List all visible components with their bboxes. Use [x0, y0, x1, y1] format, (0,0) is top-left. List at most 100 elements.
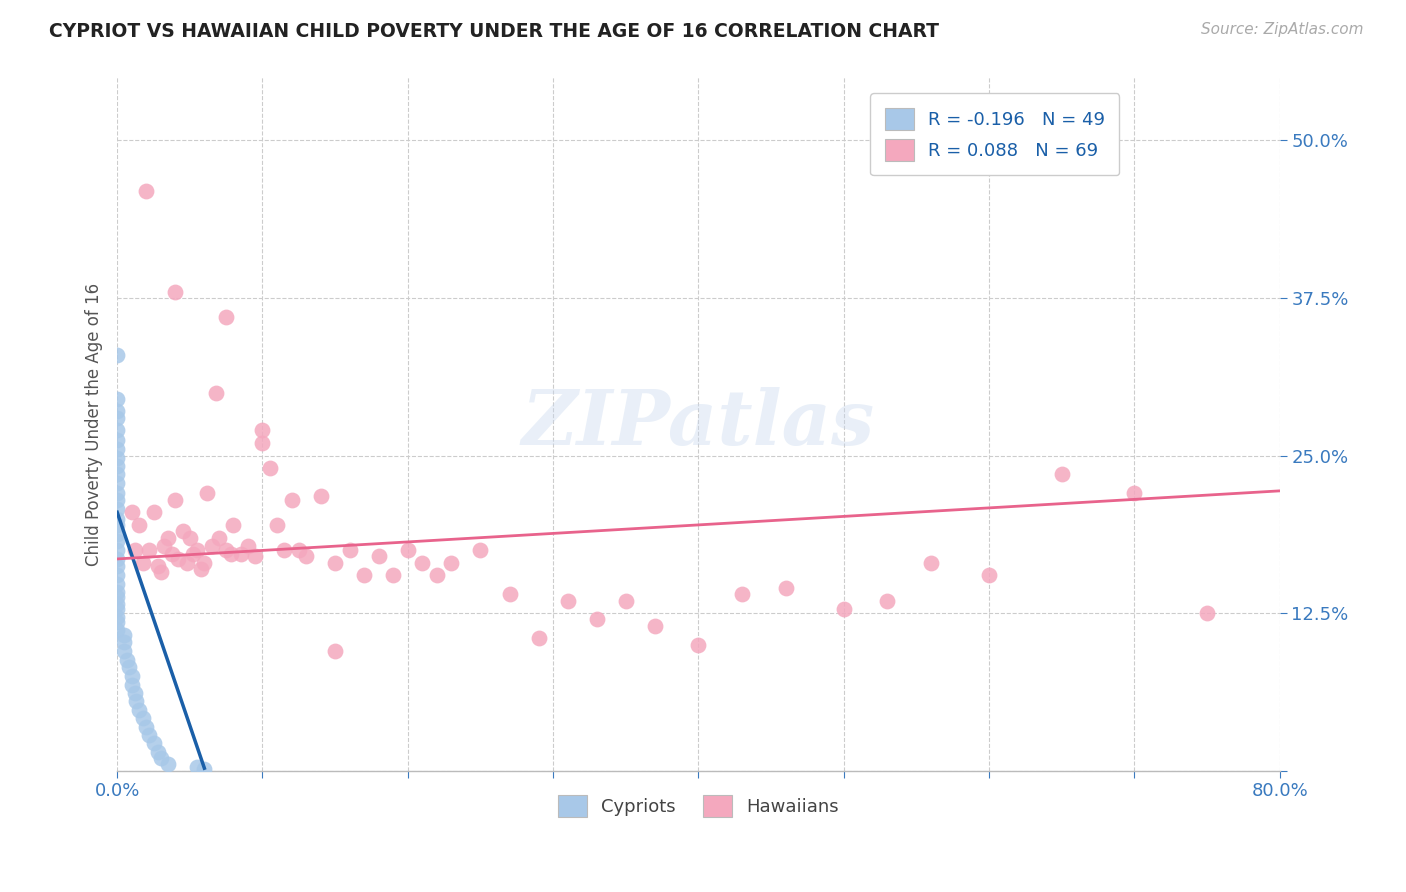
Point	[426, 568, 449, 582]
Text: ZIPatlas: ZIPatlas	[522, 387, 875, 461]
Point	[176, 556, 198, 570]
Point	[205, 385, 228, 400]
Point	[105, 492, 128, 507]
Point	[142, 505, 165, 519]
Point	[1195, 606, 1218, 620]
Point	[105, 610, 128, 624]
Point	[105, 584, 128, 599]
Point	[105, 486, 128, 500]
Point	[125, 694, 148, 708]
Point	[557, 593, 579, 607]
Point	[208, 531, 231, 545]
Point	[105, 348, 128, 362]
Point	[105, 458, 128, 473]
Point	[219, 547, 242, 561]
Point	[245, 549, 267, 564]
Point	[146, 559, 169, 574]
Point	[644, 619, 666, 633]
Point	[121, 505, 143, 519]
Point	[105, 568, 128, 582]
Point	[105, 552, 128, 566]
Text: Source: ZipAtlas.com: Source: ZipAtlas.com	[1201, 22, 1364, 37]
Point	[149, 565, 172, 579]
Point	[124, 543, 146, 558]
Point	[498, 587, 520, 601]
Point	[124, 685, 146, 699]
Point	[309, 489, 332, 503]
Point	[411, 556, 433, 570]
Point	[162, 547, 184, 561]
Point	[105, 404, 128, 418]
Text: CYPRIOT VS HAWAIIAN CHILD POVERTY UNDER THE AGE OF 16 CORRELATION CHART: CYPRIOT VS HAWAIIAN CHILD POVERTY UNDER …	[49, 22, 939, 41]
Point	[138, 543, 160, 558]
Point	[105, 423, 128, 437]
Point	[323, 644, 346, 658]
Point	[105, 410, 128, 425]
Point	[440, 556, 463, 570]
Point	[105, 517, 128, 532]
Point	[132, 556, 155, 570]
Point	[118, 660, 141, 674]
Point	[186, 543, 208, 558]
Point	[146, 745, 169, 759]
Point	[157, 531, 180, 545]
Point	[114, 627, 136, 641]
Point	[688, 638, 710, 652]
Point	[259, 461, 281, 475]
Point	[614, 593, 637, 607]
Point	[135, 720, 157, 734]
Point	[339, 543, 361, 558]
Point	[280, 492, 302, 507]
Point	[288, 543, 311, 558]
Point	[172, 524, 194, 539]
Point	[138, 728, 160, 742]
Point	[252, 436, 274, 450]
Point	[105, 526, 128, 541]
Point	[1123, 486, 1146, 500]
Point	[152, 539, 174, 553]
Point	[128, 517, 150, 532]
Point	[105, 511, 128, 525]
Point	[105, 534, 128, 549]
Point	[775, 581, 797, 595]
Point	[149, 751, 172, 765]
Point	[252, 423, 274, 437]
Point	[105, 559, 128, 574]
Point	[215, 310, 238, 324]
Point	[201, 539, 224, 553]
Point	[266, 517, 288, 532]
Point	[117, 653, 139, 667]
Point	[195, 486, 218, 500]
Point	[105, 597, 128, 611]
Point	[121, 669, 143, 683]
Point	[179, 531, 201, 545]
Point	[186, 760, 208, 774]
Point	[105, 467, 128, 482]
Point	[114, 644, 136, 658]
Point	[323, 556, 346, 570]
Point	[105, 615, 128, 629]
Point	[731, 587, 754, 601]
Point	[165, 285, 187, 299]
Point	[1050, 467, 1073, 482]
Point	[142, 736, 165, 750]
Legend: Cypriots, Hawaiians: Cypriots, Hawaiians	[551, 788, 846, 824]
Point	[165, 492, 187, 507]
Point	[132, 711, 155, 725]
Point	[353, 568, 375, 582]
Point	[105, 442, 128, 457]
Point	[121, 678, 143, 692]
Point	[157, 757, 180, 772]
Point	[105, 543, 128, 558]
Point	[190, 562, 212, 576]
Point	[105, 476, 128, 491]
Y-axis label: Child Poverty Under the Age of 16: Child Poverty Under the Age of 16	[86, 283, 103, 566]
Point	[273, 543, 295, 558]
Point	[105, 392, 128, 406]
Point	[977, 568, 1000, 582]
Point	[135, 184, 157, 198]
Point	[236, 539, 259, 553]
Point	[128, 703, 150, 717]
Point	[527, 632, 550, 646]
Point	[295, 549, 318, 564]
